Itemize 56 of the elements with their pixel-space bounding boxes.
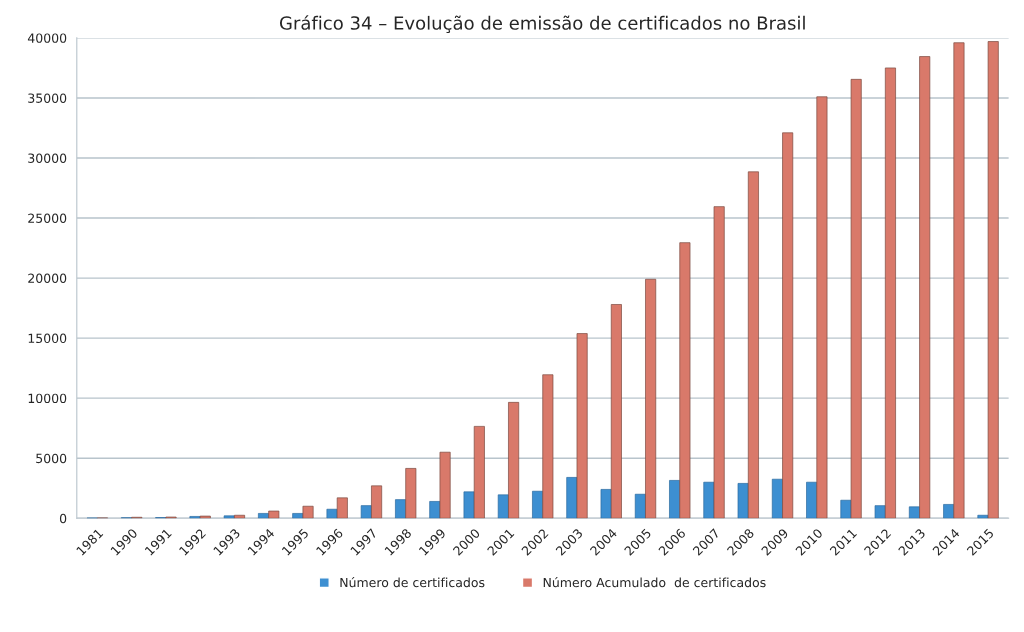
bar	[439, 451, 451, 519]
bar	[874, 505, 886, 519]
bar	[576, 333, 588, 519]
bar	[908, 506, 920, 519]
bar	[600, 489, 612, 519]
bar	[223, 515, 235, 519]
bar	[234, 514, 246, 519]
bar	[987, 41, 999, 519]
bar	[850, 79, 862, 519]
y-tick-label: 25000	[28, 213, 67, 223]
bar	[302, 505, 314, 519]
bar	[326, 508, 338, 519]
y-tick-label: 20000	[28, 273, 67, 284]
bar	[713, 206, 725, 519]
y-tick-label: 15000	[28, 333, 67, 344]
bar	[737, 483, 749, 519]
bar	[463, 491, 475, 519]
bar	[473, 426, 485, 519]
bar	[429, 501, 441, 519]
bar	[542, 374, 554, 519]
bar	[336, 497, 348, 519]
bar	[782, 132, 794, 519]
bar	[953, 42, 965, 519]
bar	[884, 67, 896, 519]
bar	[669, 480, 681, 519]
bar	[371, 485, 383, 519]
bar	[610, 304, 622, 519]
bar	[806, 481, 818, 519]
bar	[634, 493, 646, 519]
bar	[816, 96, 828, 519]
bar	[268, 510, 280, 519]
bar	[919, 56, 931, 519]
bar	[199, 515, 211, 519]
y-tick-label: 30000	[28, 153, 67, 163]
bar	[395, 499, 407, 519]
y-tick-label: 5000	[36, 453, 67, 464]
bar	[703, 481, 715, 519]
legend-label: Número Acumulado de certificados	[543, 577, 766, 588]
bar	[943, 504, 955, 519]
bar	[679, 242, 691, 519]
bar	[532, 490, 544, 519]
bar	[405, 468, 417, 519]
bar	[566, 477, 578, 519]
y-tick-label: 0	[59, 513, 67, 524]
chart-title: Gráfico 34 – Evolução de emissão de certificados no Brasil	[279, 15, 805, 34]
bar	[747, 171, 759, 519]
bar	[508, 402, 520, 519]
y-tick-label: 40000	[27, 33, 67, 43]
bar	[840, 499, 852, 519]
y-tick-label: 35000	[28, 93, 67, 103]
bar	[771, 478, 783, 519]
legend-label: Número de certificados	[340, 577, 485, 588]
bar	[360, 505, 372, 519]
y-tick-label: 10000	[28, 393, 67, 404]
bar	[645, 278, 657, 519]
bar	[497, 494, 509, 519]
